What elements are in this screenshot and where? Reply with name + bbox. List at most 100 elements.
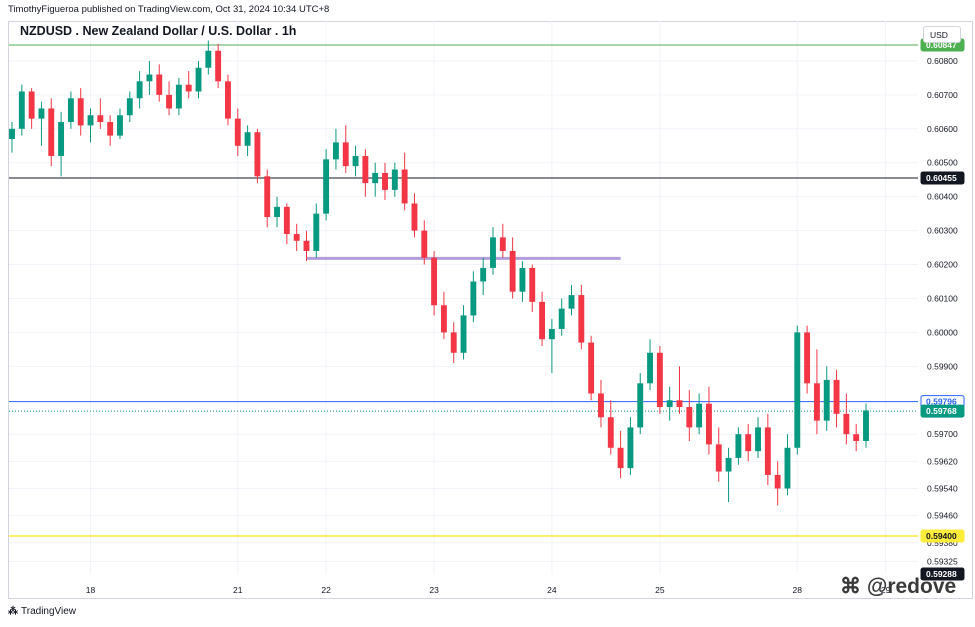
candle-body xyxy=(656,352,663,408)
candle-body xyxy=(185,84,192,92)
price-tag-bottom xyxy=(920,567,965,581)
candle-body xyxy=(804,332,811,384)
candle-body xyxy=(332,142,339,160)
candle-body xyxy=(225,81,231,119)
candle-body xyxy=(794,332,801,448)
y-tick-label: 0.59380 xyxy=(927,538,958,548)
candle-body xyxy=(117,115,123,136)
y-tick-label: 0.59900 xyxy=(927,361,958,371)
footer-brand: TradingView xyxy=(21,606,77,617)
currency-button[interactable]: USD xyxy=(923,26,961,43)
candle-body xyxy=(401,169,408,204)
y-tick-label: 0.60500 xyxy=(927,158,958,168)
candle-body xyxy=(97,115,104,123)
candle-body xyxy=(470,281,477,316)
candle-body xyxy=(755,427,761,452)
candle-body xyxy=(195,67,202,92)
candle-body xyxy=(38,108,45,119)
price-tag-current xyxy=(920,404,965,418)
candle-body xyxy=(686,407,693,428)
candle-body xyxy=(480,267,487,282)
y-tick-label: 0.60200 xyxy=(927,260,958,270)
candle-body xyxy=(244,132,251,146)
candle-body xyxy=(156,74,163,95)
candle-body xyxy=(519,267,526,292)
candle-body xyxy=(715,444,722,472)
candle-body xyxy=(676,400,683,408)
candle-body xyxy=(490,237,496,268)
candle-body xyxy=(264,176,271,218)
horizontal-levels xyxy=(9,44,918,537)
candle-body xyxy=(48,108,55,156)
grid-lines xyxy=(9,21,918,574)
x-tick-label: 24 xyxy=(547,585,557,595)
price-tag-yellow xyxy=(920,529,965,543)
candle-body xyxy=(568,295,575,309)
candle-body xyxy=(813,383,820,421)
candle-body xyxy=(352,155,359,167)
candle-body xyxy=(254,132,261,177)
candle-body xyxy=(215,50,222,82)
price-tag-black xyxy=(920,171,965,185)
candle-body xyxy=(58,122,65,156)
candle-body xyxy=(175,84,182,109)
price-tag-label-bottom: 0.59288 xyxy=(926,569,957,579)
candle-body xyxy=(823,379,830,421)
price-tag-label-yellow: 0.59400 xyxy=(926,531,957,541)
candle-body xyxy=(166,94,173,109)
candle-body xyxy=(647,352,653,384)
tradingview-logo-icon: ⁂ xyxy=(8,606,18,617)
candle-body xyxy=(627,427,634,469)
candle-body xyxy=(431,257,438,306)
watermark-text: @redove xyxy=(866,575,957,598)
candles xyxy=(9,40,869,506)
candle-body xyxy=(460,315,467,353)
x-tick-label: 22 xyxy=(321,585,331,595)
candle-body xyxy=(274,206,280,218)
candle-body xyxy=(323,159,330,214)
watermark: ⌘ @redove xyxy=(840,574,956,599)
price-tag-label-current: 0.59768 xyxy=(926,406,957,416)
candle-body xyxy=(18,91,25,129)
candle-body xyxy=(853,434,860,441)
candle-body xyxy=(362,155,369,184)
candle-body xyxy=(607,417,614,448)
candle-body xyxy=(421,230,428,258)
x-tick-label: 21 xyxy=(233,585,243,595)
time-axis: 18212223242528293031 xyxy=(86,585,891,595)
candle-body xyxy=(833,379,840,414)
candle-body xyxy=(67,98,74,123)
chart-title: NZDUSD . New Zealand Dollar / U.S. Dolla… xyxy=(20,24,297,38)
tradingview-logo[interactable]: ⁂ TradingView xyxy=(8,606,76,617)
candle-body xyxy=(440,305,447,333)
x-tick-label: 29 xyxy=(881,585,891,595)
candle-body xyxy=(735,434,742,458)
price-tag-label-black: 0.60455 xyxy=(926,173,957,183)
candle-body xyxy=(578,295,585,343)
candle-body xyxy=(725,457,732,472)
candle-body xyxy=(843,413,850,435)
candle-body xyxy=(126,98,133,116)
x-tick-label: 25 xyxy=(655,585,665,595)
y-tick-label: 0.60000 xyxy=(927,327,958,337)
y-tick-label: 0.59460 xyxy=(927,511,958,521)
candle-body xyxy=(784,447,791,489)
candle-body xyxy=(617,447,624,469)
candle-body xyxy=(293,234,300,241)
candle-body xyxy=(9,128,15,139)
candle-body xyxy=(205,50,212,68)
candle-body xyxy=(450,332,457,353)
candle-body xyxy=(382,172,388,190)
candle-body xyxy=(411,203,418,231)
candle-body xyxy=(598,393,604,418)
candle-body xyxy=(509,250,516,292)
y-tick-label: 0.60300 xyxy=(927,226,958,236)
candle-body xyxy=(863,410,869,441)
candle-body xyxy=(588,342,595,394)
candle-body xyxy=(548,329,555,340)
y-tick-label: 0.60400 xyxy=(927,192,958,202)
candle-body xyxy=(303,240,310,251)
candle-body xyxy=(313,213,320,251)
y-tick-label: 0.60700 xyxy=(927,90,958,100)
